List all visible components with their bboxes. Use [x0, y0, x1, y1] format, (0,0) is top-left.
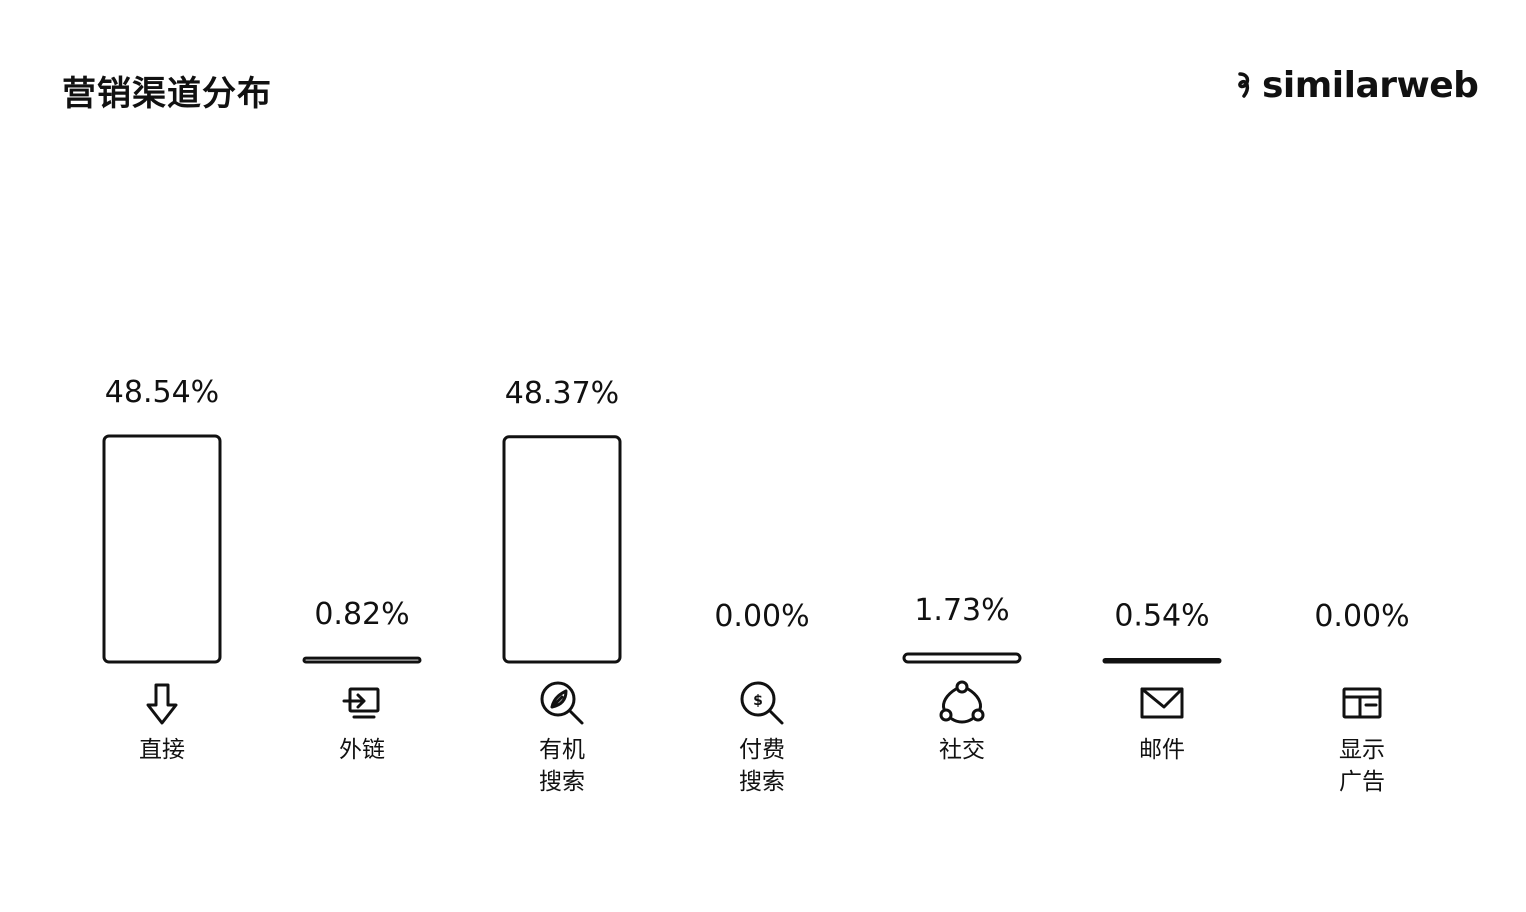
category-label-line: 搜索 — [739, 769, 785, 795]
organic-search-icon — [540, 681, 584, 725]
category-label-3: 付费 搜索 — [702, 734, 822, 798]
category-label-line: 显示 — [1339, 737, 1385, 763]
category-label-line: 付费 — [739, 737, 785, 763]
similarweb-logo-icon — [1238, 72, 1250, 98]
data-label-5: 0.54% — [1114, 598, 1209, 633]
direct-arrow-icon — [146, 683, 178, 725]
data-label-3: 0.00% — [714, 599, 809, 634]
category-label-line: 广告 — [1339, 769, 1385, 795]
category-label-6: 显示 广告 — [1302, 734, 1422, 798]
email-icon — [1140, 687, 1184, 719]
category-label-line: 有机 — [539, 737, 585, 763]
category-label-line: 直接 — [139, 737, 185, 763]
brand-logo: similarweb — [1234, 60, 1479, 110]
data-label-4: 1.73% — [914, 593, 1009, 628]
category-label-line: 搜索 — [539, 769, 585, 795]
data-label-2: 48.37% — [505, 376, 619, 411]
bar-5 — [1102, 657, 1222, 664]
category-label-2: 有机 搜索 — [502, 734, 622, 798]
data-label-6: 0.00% — [1314, 599, 1409, 634]
brand-name: similarweb — [1262, 64, 1479, 106]
category-label-line: 邮件 — [1139, 737, 1185, 763]
data-label-0: 48.54% — [105, 375, 219, 410]
social-share-icon — [939, 680, 985, 724]
referral-link-icon — [342, 687, 380, 719]
category-label-line: 外链 — [339, 737, 385, 763]
bar-2 — [502, 435, 622, 664]
category-label-5: 邮件 — [1102, 734, 1222, 766]
category-label-4: 社交 — [902, 734, 1022, 766]
bar-4 — [902, 652, 1022, 664]
category-label-0: 直接 — [102, 734, 222, 766]
bar-1 — [302, 656, 422, 664]
paid-search-icon: $ — [740, 681, 784, 725]
category-label-line: 社交 — [939, 737, 985, 763]
data-label-1: 0.82% — [314, 597, 409, 632]
display-ad-icon — [1342, 687, 1382, 719]
bar-0 — [102, 434, 222, 664]
page-title: 营销渠道分布 — [62, 74, 272, 114]
svg-text:$: $ — [753, 693, 763, 709]
category-label-1: 外链 — [302, 734, 422, 766]
